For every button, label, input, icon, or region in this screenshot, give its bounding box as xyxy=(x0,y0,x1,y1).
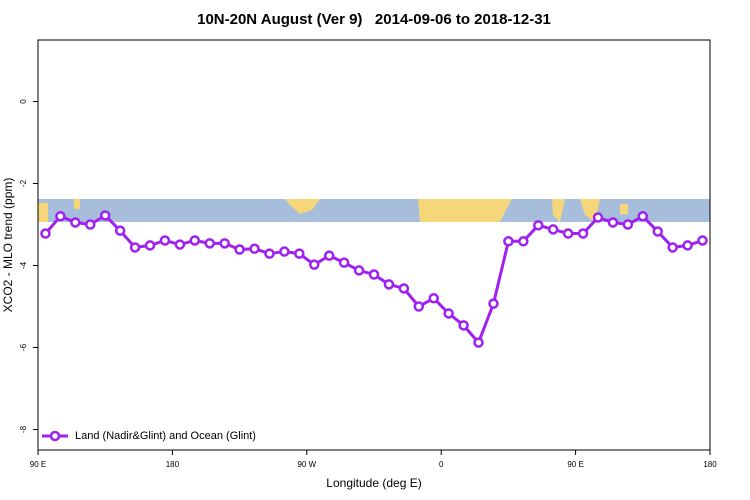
point xyxy=(473,337,484,348)
y-axis-label: XCO2 - MLO trend (ppm) xyxy=(1,178,15,313)
point xyxy=(294,248,305,259)
x-tick-label: 180 xyxy=(703,460,717,469)
point xyxy=(55,211,66,222)
point xyxy=(114,225,126,236)
point xyxy=(458,320,469,331)
point xyxy=(562,228,574,239)
legend: Land (Nadir&Glint) and Ocean (Glint) xyxy=(42,430,256,442)
x-tick-label: 90 W xyxy=(297,460,316,469)
point xyxy=(204,238,215,249)
point xyxy=(353,265,365,276)
point xyxy=(428,293,439,304)
point xyxy=(383,279,395,290)
point xyxy=(323,250,335,261)
point xyxy=(40,228,51,239)
point xyxy=(533,220,544,231)
point xyxy=(85,219,96,230)
point xyxy=(443,308,454,319)
point xyxy=(309,259,320,270)
x-tick-label: 180 xyxy=(166,460,180,469)
point xyxy=(488,298,499,309)
x-axis-label: Longitude (deg E) xyxy=(326,476,421,490)
legend-marker xyxy=(49,430,61,442)
point xyxy=(129,242,141,253)
point xyxy=(413,301,425,312)
point xyxy=(234,244,245,255)
point xyxy=(697,235,708,246)
y-tick-label: -8 xyxy=(19,425,28,433)
y-tick-label: -6 xyxy=(19,343,28,351)
point xyxy=(592,212,604,223)
y-tick-label: 0 xyxy=(19,99,28,104)
chart-title: 10N-20N August (Ver 9) 2014-09-06 to 201… xyxy=(197,11,551,28)
point xyxy=(159,235,171,246)
point xyxy=(189,235,201,246)
point xyxy=(547,224,559,235)
y-tick-label: -2 xyxy=(19,179,28,187)
point xyxy=(249,243,260,254)
x-tick-label: 90 E xyxy=(567,460,583,469)
point xyxy=(279,246,290,257)
map-band xyxy=(38,199,710,222)
point xyxy=(174,239,186,250)
point xyxy=(518,236,529,247)
point xyxy=(70,217,81,228)
point xyxy=(144,240,156,251)
point xyxy=(622,219,634,230)
x-tick-label: 90 E xyxy=(30,460,46,469)
plot-frame xyxy=(37,39,711,451)
point xyxy=(667,242,678,253)
legend-label: Land (Nadir&Glint) and Ocean (Glint) xyxy=(75,430,256,442)
point xyxy=(99,210,111,221)
y-tick-label: -4 xyxy=(19,261,28,269)
point xyxy=(607,217,619,228)
point xyxy=(577,228,589,239)
point xyxy=(219,238,230,249)
point xyxy=(368,269,380,280)
point xyxy=(637,211,649,222)
point xyxy=(264,248,275,259)
point xyxy=(652,226,663,237)
point xyxy=(338,257,350,268)
x-tick-label: 0 xyxy=(439,460,444,469)
point xyxy=(398,283,410,294)
point xyxy=(682,240,693,251)
point xyxy=(503,236,514,247)
